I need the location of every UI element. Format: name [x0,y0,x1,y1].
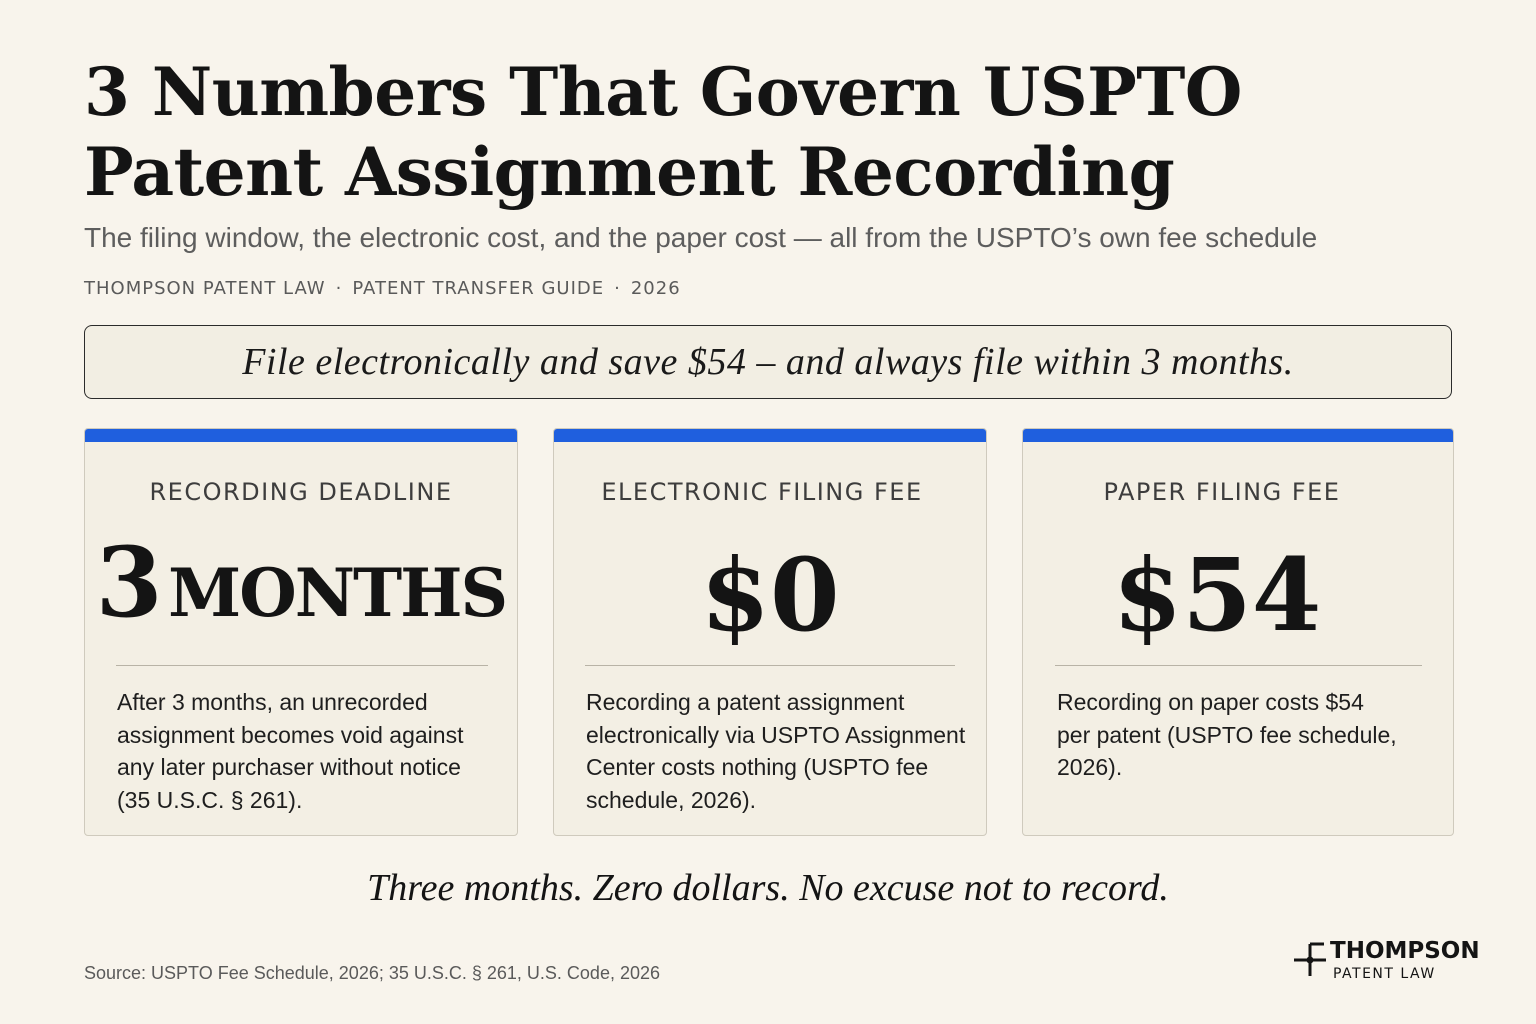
byline-separator: · [614,278,621,299]
page-title: 3 Numbers That Govern USPTO Patent Assig… [84,53,1242,211]
card-value-number: 3 [95,526,163,639]
card-divider [116,665,488,666]
byline-publisher: THOMPSON PATENT LAW [84,278,326,299]
card-value: $0 [700,536,840,654]
byline-series: PATENT TRANSFER GUIDE [352,278,605,299]
card-value: 3 MONTHS [84,528,518,666]
card-paper-filing-fee [1022,428,1454,836]
card-description: Recording a patent assignment electronic… [586,689,966,813]
logo-subtitle: PATENT LAW [1333,966,1436,982]
card-electronic-filing-fee [553,428,987,836]
page-subtitle: The filing window, the electronic cost, … [84,222,1318,253]
key-takeaway-callout: File electronically and save $54 – and a… [84,325,1452,399]
card-accent-bar [85,429,517,442]
card-recording-deadline [84,428,518,836]
card-description: After 3 months, an unrecorded assignment… [117,689,464,813]
card-description: Recording on paper costs $54 per patent … [1057,689,1397,780]
crosshair-mark-icon [1294,942,1326,976]
callout-text: File electronically and save $54 – and a… [242,341,1294,383]
card-divider [585,665,955,666]
card-label: RECORDING DEADLINE [149,478,453,506]
thompson-logo: THOMPSON PATENT LAW [1290,936,1490,986]
source-note: Source: USPTO Fee Schedule, 2026; 35 U.S… [84,963,660,983]
byline-year: 2026 [630,278,681,299]
byline: THOMPSON PATENT LAW · PATENT TRANSFER GUID… [84,278,681,299]
closing-tagline: Three months. Zero dollars. No excuse no… [367,867,1169,909]
byline-separator: · [335,278,343,299]
card-accent-bar [554,429,986,442]
card-divider [1055,665,1422,666]
card-value-unit: MONTHS [168,554,508,632]
card-accent-bar [1023,429,1453,442]
card-value: $54 [1112,536,1322,654]
card-label: PAPER FILING FEE [1103,478,1341,506]
card-label: ELECTRONIC FILING FEE [601,478,923,506]
logo-name: THOMPSON [1330,938,1480,964]
